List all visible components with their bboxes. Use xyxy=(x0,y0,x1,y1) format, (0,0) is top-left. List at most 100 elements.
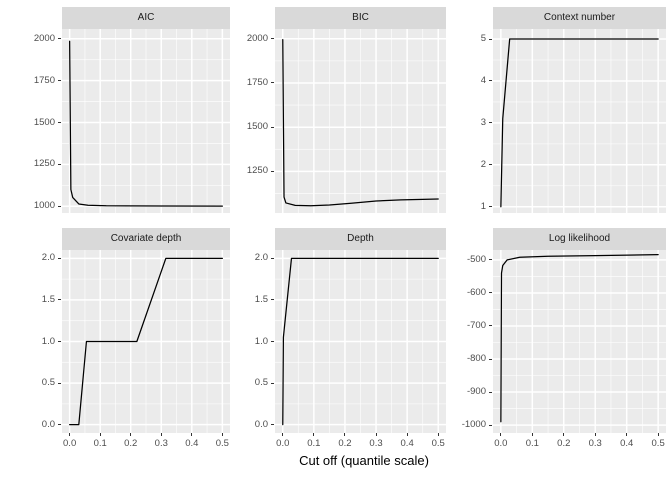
y-tick-mark xyxy=(58,205,61,207)
x-tick-label: 0.3 xyxy=(588,438,602,449)
x-tick-mark xyxy=(344,433,346,436)
facet-title: Covariate depth xyxy=(110,233,182,244)
x-tick-label: 0.1 xyxy=(307,438,321,449)
x-tick-label: 0.3 xyxy=(154,438,168,449)
y-tick-label: 2.0 xyxy=(41,252,55,264)
y-tick-mark xyxy=(58,257,61,259)
facet-strip: BIC xyxy=(275,7,446,29)
y-tick-mark xyxy=(271,382,274,384)
y-tick-label: 2000 xyxy=(246,32,268,44)
y-tick-label: -800 xyxy=(466,353,486,364)
y-tick-mark xyxy=(58,163,61,165)
x-tick-mark xyxy=(406,433,408,436)
y-tick-label: 0.5 xyxy=(254,377,268,389)
y-tick-mark xyxy=(489,292,492,294)
facet-title: AIC xyxy=(137,12,155,23)
x-tick-label: 0.2 xyxy=(338,438,352,449)
y-tick-label: 1000 xyxy=(33,200,55,212)
y-tick-label: -600 xyxy=(466,286,486,298)
y-tick-mark xyxy=(489,122,492,124)
x-tick-label: 0.5 xyxy=(651,438,665,449)
x-tick-label: 0.4 xyxy=(400,438,414,449)
y-tick-label: 1250 xyxy=(246,165,268,177)
y-tick-mark xyxy=(271,82,274,84)
x-tick-mark xyxy=(500,433,502,436)
facet-title: Depth xyxy=(347,233,374,244)
y-tick-mark xyxy=(58,38,61,40)
x-tick-label: 0.5 xyxy=(431,438,445,449)
facet-strip: Covariate depth xyxy=(62,228,230,250)
facet-strip: AIC xyxy=(62,7,230,29)
y-tick-label: 3 xyxy=(480,116,486,128)
y-tick-label: 5 xyxy=(480,33,486,45)
y-tick-mark xyxy=(489,80,492,82)
facet-panel xyxy=(275,29,446,213)
series-line xyxy=(282,38,439,207)
y-tick-label: 1.0 xyxy=(254,335,268,347)
x-tick-mark xyxy=(191,433,193,436)
y-tick-mark xyxy=(489,358,492,360)
x-tick-label: 0.1 xyxy=(525,438,539,449)
x-tick-mark xyxy=(69,433,71,436)
y-tick-mark xyxy=(58,424,61,426)
y-tick-mark xyxy=(489,424,492,426)
y-tick-mark xyxy=(489,206,492,208)
x-tick-mark xyxy=(375,433,377,436)
series-line xyxy=(282,257,439,426)
x-tick-label: 0.1 xyxy=(93,438,107,449)
x-tick-label: 0.0 xyxy=(63,438,77,449)
y-tick-mark xyxy=(58,80,61,82)
x-tick-mark xyxy=(657,433,659,436)
x-tick-label: 0.5 xyxy=(215,438,229,449)
y-tick-mark xyxy=(489,391,492,393)
y-tick-mark xyxy=(489,164,492,166)
x-tick-label: 0.4 xyxy=(620,438,634,449)
y-tick-mark xyxy=(271,257,274,259)
y-tick-mark xyxy=(58,341,61,342)
facet-panel xyxy=(493,250,666,433)
facet-strip: Log likelihood xyxy=(493,228,666,250)
y-tick-label: 1 xyxy=(480,200,486,212)
series-line xyxy=(69,40,223,207)
y-tick-mark xyxy=(271,341,274,342)
x-tick-label: 0.0 xyxy=(276,438,290,449)
y-tick-mark xyxy=(58,299,61,301)
x-tick-label: 0.0 xyxy=(494,438,508,449)
y-tick-label: 0.5 xyxy=(41,377,55,389)
y-tick-mark xyxy=(489,259,492,261)
facet-panel xyxy=(62,29,230,213)
y-tick-label: 0.0 xyxy=(41,418,55,430)
y-tick-mark xyxy=(271,126,274,128)
y-tick-label: 1500 xyxy=(246,121,268,133)
y-tick-label: 2.0 xyxy=(254,252,268,264)
x-tick-label: 0.3 xyxy=(369,438,383,449)
y-tick-label: -1000 xyxy=(461,419,486,431)
x-tick-label: 0.2 xyxy=(124,438,138,449)
series-line xyxy=(500,253,659,423)
y-tick-label: 1750 xyxy=(33,74,55,86)
facet-title: Log likelihood xyxy=(548,233,611,244)
y-tick-label: 1750 xyxy=(246,76,268,88)
y-tick-label: -700 xyxy=(466,319,486,331)
y-tick-label: 1250 xyxy=(33,158,55,170)
x-tick-mark xyxy=(160,433,162,436)
facet-strip: Depth xyxy=(275,228,446,250)
y-tick-mark xyxy=(271,38,274,40)
y-tick-mark xyxy=(271,424,274,426)
facet-title: Context number xyxy=(543,12,616,23)
x-axis-title: Cut off (quantile scale) xyxy=(299,453,429,468)
facet-strip: Context number xyxy=(493,7,666,29)
y-tick-mark xyxy=(271,299,274,301)
y-tick-label: 2 xyxy=(480,158,486,170)
series-line xyxy=(69,257,223,426)
x-tick-mark xyxy=(437,433,439,436)
x-tick-label: 0.4 xyxy=(185,438,199,449)
y-tick-label: 0.0 xyxy=(254,418,268,430)
x-tick-mark xyxy=(563,433,565,436)
series-line xyxy=(500,38,659,208)
y-tick-label: 1.5 xyxy=(254,293,268,305)
y-tick-mark xyxy=(489,325,492,327)
y-tick-mark xyxy=(271,170,274,172)
x-tick-mark xyxy=(531,433,533,436)
